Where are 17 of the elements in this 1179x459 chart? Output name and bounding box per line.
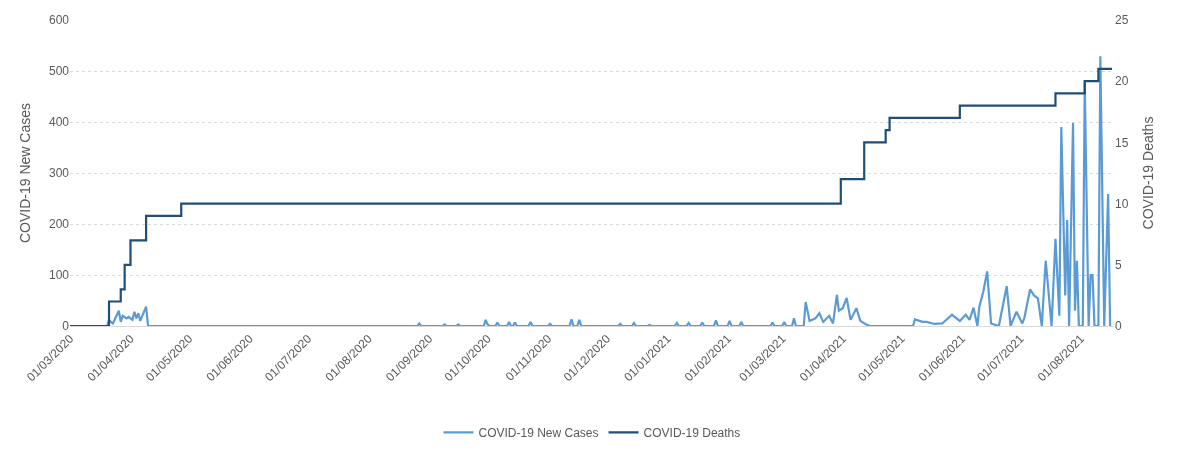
legend-label: COVID-19 New Cases (478, 425, 599, 440)
y-tick-label: 0 (62, 319, 70, 334)
y2-tick-label: 0 (1115, 319, 1122, 334)
y2-tick-label: 20 (1115, 74, 1129, 89)
y-tick-label: 500 (48, 64, 70, 79)
y2-tick-label: 10 (1115, 196, 1129, 211)
y-tick-label: 200 (48, 217, 70, 232)
y-tick-label: 100 (48, 268, 70, 283)
y-tick-label: 300 (48, 166, 70, 181)
y2-tick-label: 25 (1115, 13, 1129, 28)
legend-label: COVID-19 Deaths (643, 425, 741, 440)
y-tick-label: 400 (48, 115, 70, 130)
y-tick-label: 600 (48, 13, 70, 28)
y-axis-title: COVID-19 New Cases (16, 102, 33, 244)
y2-tick-label: 15 (1115, 135, 1129, 150)
y2-axis-title: COVID-19 Deaths (1139, 116, 1156, 230)
y2-tick-label: 5 (1115, 258, 1122, 272)
